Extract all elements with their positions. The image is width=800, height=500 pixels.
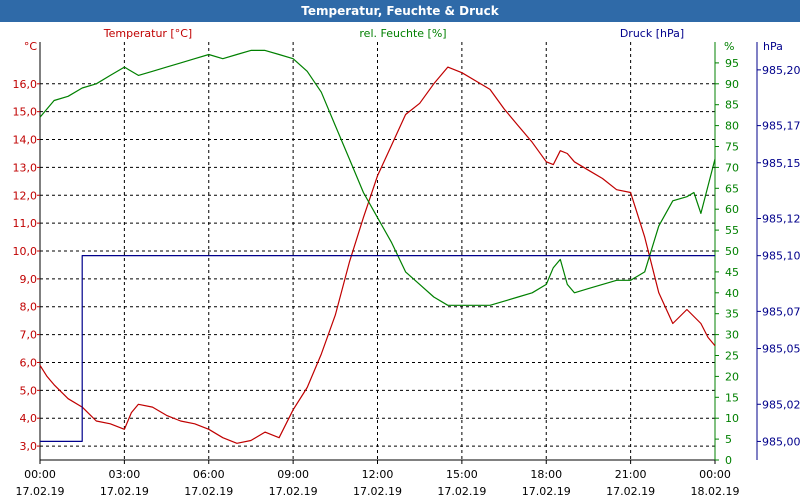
pressure-axis-label: Druck [hPa] [620,27,684,40]
temperature-unit-label: °C [24,40,38,53]
x-tick-time: 21:00 [615,468,647,481]
x-tick-time: 15:00 [446,468,478,481]
temperature-tick-label: 13,0 [13,161,38,174]
series-lines [39,49,716,444]
humidity-tick-label: 20 [725,370,739,383]
x-tick-date: 17.02.19 [269,485,318,498]
humidity-tick-label: 75 [725,141,739,154]
x-tick-time: 00:00 [24,468,56,481]
temperature-tick-label: 8,0 [20,301,38,314]
x-tick-time: 18:00 [530,468,562,481]
humidity-tick-label: 65 [725,182,739,195]
x-tick-time: 06:00 [193,468,225,481]
pressure-unit-label: hPa [763,40,783,53]
humidity-tick-label: 0 [725,454,732,467]
temperature-tick-label: 6,0 [20,356,38,369]
pressure-tick-label: 985,02 [762,398,800,411]
pressure-series-line [40,255,715,442]
pressure-tick-label: 985,17 [762,120,800,133]
x-tick-date: 17.02.19 [16,485,65,498]
humidity-tick-label: 10 [725,412,739,425]
humidity-tick-label: 15 [725,391,739,404]
x-tick-date: 17.02.19 [606,485,655,498]
grid [40,42,715,460]
pressure-tick-label: 985,12 [762,212,800,225]
axes [37,42,761,464]
x-tick-date: 18.02.19 [691,485,740,498]
humidity-tick-label: 60 [725,203,739,216]
pressure-tick-label: 985,05 [762,343,800,356]
temperature-tick-label: 3,0 [20,440,38,453]
humidity-tick-label: 30 [725,329,739,342]
temperature-tick-label: 5,0 [20,384,38,397]
humidity-tick-label: 80 [725,120,739,133]
humidity-tick-label: 45 [725,266,739,279]
humidity-tick-label: 25 [725,350,739,363]
x-tick-date: 17.02.19 [353,485,402,498]
x-tick-date: 17.02.19 [522,485,571,498]
x-tick-time: 00:00 [699,468,731,481]
chart-canvas: 00:00 17.02.19 03:00 17.02.19 06:00 17.02.19 0… [0,22,800,500]
pressure-tick-label: 985,15 [762,157,800,170]
humidity-tick-label: 35 [725,308,739,321]
x-tick-time: 03:00 [109,468,141,481]
humidity-tick-label: 40 [725,287,739,300]
humidity-tick-label: 85 [725,99,739,112]
pressure-tick-label: 985,20 [762,64,800,77]
pressure-tick-label: 985,10 [762,250,800,263]
x-tick-date: 17.02.19 [100,485,149,498]
humidity-tick-label: 5 [725,433,732,446]
humidity-unit-label: % [724,40,734,53]
humidity-tick-label: 55 [725,224,739,237]
temperature-tick-label: 16,0 [13,78,38,91]
humidity-axis-label: rel. Feuchte [%] [359,27,446,40]
temperature-tick-label: 7,0 [20,329,38,342]
humidity-series-line [39,49,716,306]
x-tick-time: 12:00 [362,468,394,481]
temperature-tick-label: 12,0 [13,189,38,202]
temperature-tick-label: 11,0 [13,217,38,230]
humidity-tick-label: 90 [725,78,739,91]
tick-labels: 00:00 17.02.19 03:00 17.02.19 06:00 17.02.19 0… [13,57,800,498]
temperature-tick-label: 4,0 [20,412,38,425]
pressure-tick-label: 985,07 [762,305,800,318]
x-tick-time: 09:00 [277,468,309,481]
x-tick-date: 17.02.19 [437,485,486,498]
temperature-axis-label: Temperatur [°C] [103,27,192,40]
temperature-tick-label: 14,0 [13,134,38,147]
temperature-series-line [39,66,716,444]
temperature-tick-label: 9,0 [20,273,38,286]
window-title: Temperatur, Feuchte & Druck [0,0,800,22]
humidity-tick-label: 70 [725,161,739,174]
pressure-tick-label: 985,00 [762,435,800,448]
x-tick-date: 17.02.19 [184,485,233,498]
temperature-tick-label: 15,0 [13,106,38,119]
humidity-tick-label: 95 [725,57,739,70]
temperature-tick-label: 10,0 [13,245,38,258]
humidity-tick-label: 50 [725,245,739,258]
